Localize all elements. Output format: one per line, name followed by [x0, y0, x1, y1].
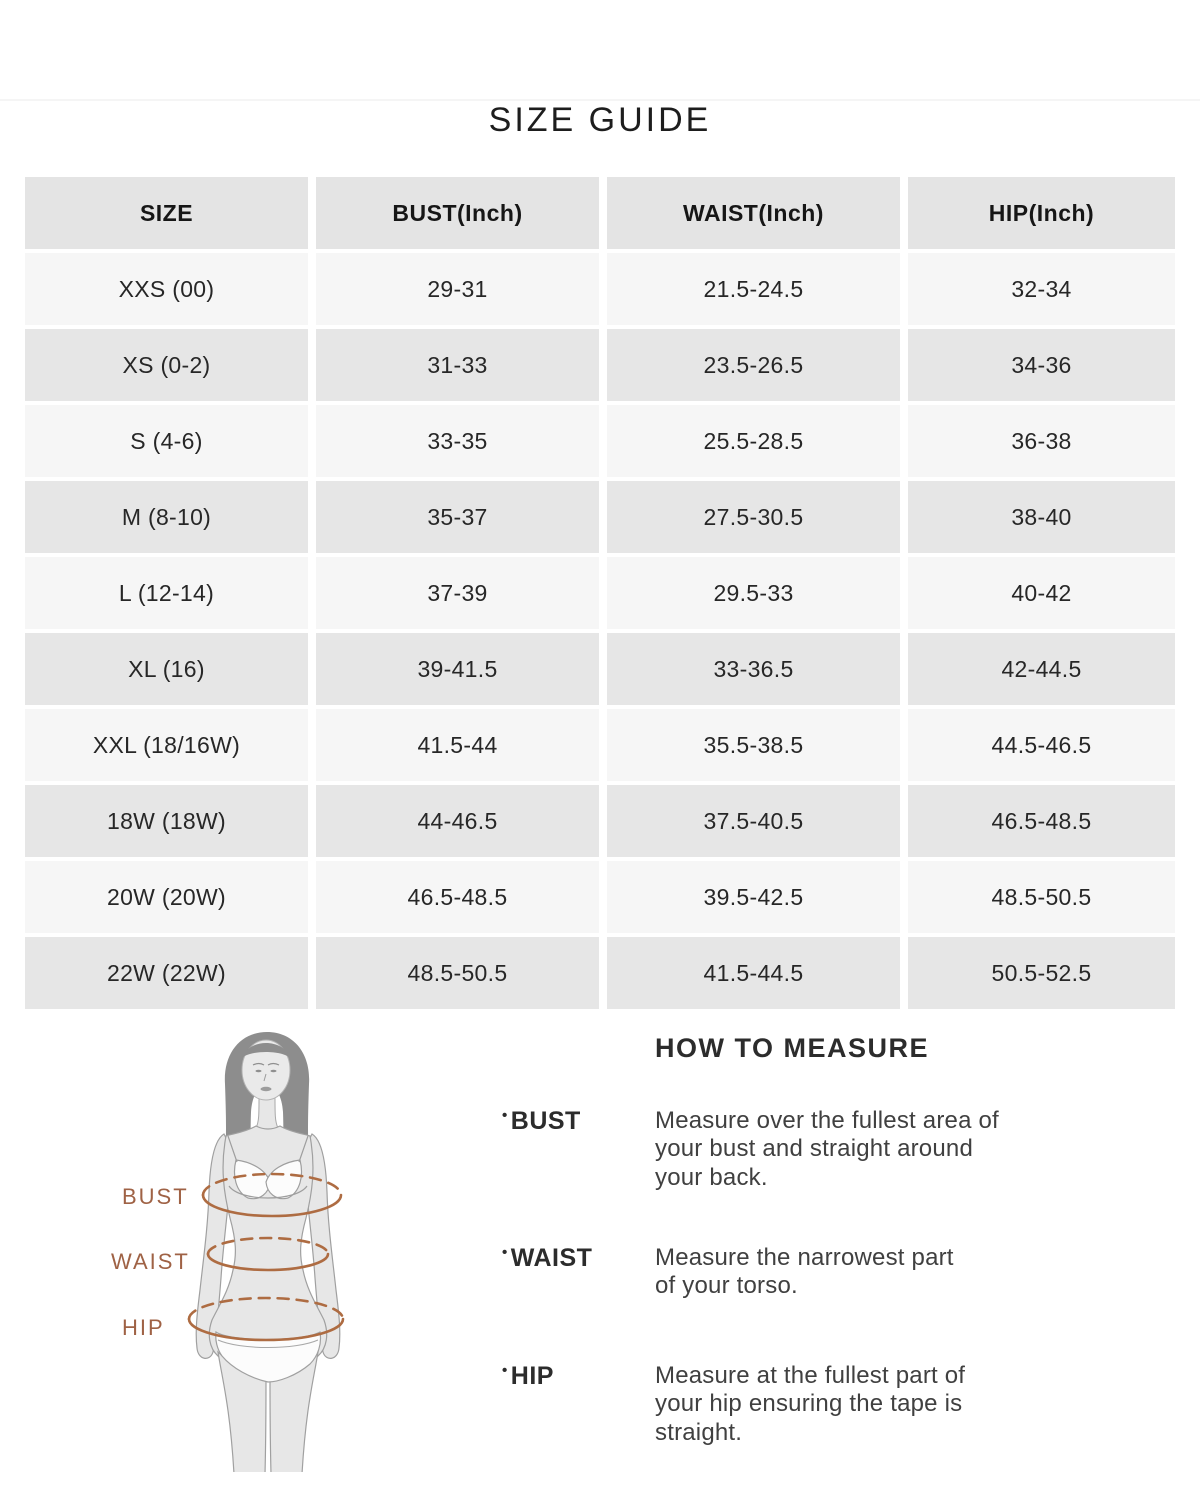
measurement-cell: 44-46.5: [316, 785, 599, 857]
measurement-cell: 37.5-40.5: [607, 785, 900, 857]
table-row: XS (0-2) 31-33 23.5-26.5 34-36: [25, 329, 1175, 401]
figure-bra-left-cup: [233, 1159, 271, 1200]
column-header-bust: BUST(Inch): [316, 177, 599, 249]
measurement-cell: 39-41.5: [316, 633, 599, 705]
figure-right-eye: [270, 1069, 277, 1073]
figure-bra-right-cup: [265, 1159, 303, 1200]
measurement-cell: 31-33: [316, 329, 599, 401]
figure-panties-waistband: [217, 1339, 319, 1348]
measurement-cell: 41.5-44: [316, 709, 599, 781]
figure-bust-label: BUST: [122, 1184, 189, 1209]
size-cell: 22W (22W): [25, 937, 308, 1009]
figure-bra-band: [228, 1185, 308, 1199]
figure-left-eye: [255, 1069, 262, 1073]
measure-label-text: HIP: [510, 1362, 554, 1390]
figure-face: [241, 1039, 291, 1101]
measurement-cell: 29-31: [316, 253, 599, 325]
figure-lips: [260, 1086, 272, 1092]
table-row: XXL (18/16W) 41.5-44 35.5-38.5 44.5-46.5: [25, 709, 1175, 781]
measurement-cell: 50.5-52.5: [908, 937, 1175, 1009]
measurement-cell: 46.5-48.5: [316, 861, 599, 933]
size-cell: L (12-14): [25, 557, 308, 629]
measure-description: Measure over the fullest area of your bu…: [655, 1107, 999, 1191]
figure-hairline: [242, 1043, 290, 1058]
figure-waist-label: WAIST: [111, 1249, 190, 1274]
table-row: L (12-14) 37-39 29.5-33 40-42: [25, 557, 1175, 629]
measurement-cell: 48.5-50.5: [908, 861, 1175, 933]
size-cell: 20W (20W): [25, 861, 308, 933]
bullet-icon: •: [502, 1244, 508, 1261]
measurement-cell: 46.5-48.5: [908, 785, 1175, 857]
size-cell: XS (0-2): [25, 329, 308, 401]
section-divider: [0, 99, 1200, 101]
measurement-cell: 39.5-42.5: [607, 861, 900, 933]
table-row: XXS (00) 29-31 21.5-24.5 32-34: [25, 253, 1175, 325]
measurement-cell: 35-37: [316, 481, 599, 553]
measurement-cell: 34-36: [908, 329, 1175, 401]
hip-measure-line: [187, 1296, 345, 1342]
measurement-cell: 33-35: [316, 405, 599, 477]
measure-description: Measure the narrowest part of your torso…: [655, 1244, 954, 1300]
measure-description: Measure at the fullest part of your hip …: [655, 1362, 966, 1446]
how-to-measure-heading: HOW TO MEASURE: [655, 1033, 930, 1063]
table-row: 22W (22W) 48.5-50.5 41.5-44.5 50.5-52.5: [25, 937, 1175, 1009]
size-table-header-row: SIZE BUST(Inch) WAIST(Inch) HIP(Inch): [25, 177, 1175, 249]
measurement-cell: 21.5-24.5: [607, 253, 900, 325]
measurement-cell: 33-36.5: [607, 633, 900, 705]
measurement-cell: 41.5-44.5: [607, 937, 900, 1009]
figure-nose: [263, 1073, 267, 1082]
page-title: SIZE GUIDE: [488, 101, 712, 139]
measurement-cell: 32-34: [908, 253, 1175, 325]
waist-measure-line: [206, 1236, 330, 1272]
size-table: SIZE BUST(Inch) WAIST(Inch) HIP(Inch) XXS (…: [17, 173, 1183, 1013]
size-table-body: XXS (00) 29-31 21.5-24.5 32-34 XS (0-2) 31-33…: [25, 253, 1175, 1009]
size-cell: XXL (18/16W): [25, 709, 308, 781]
measurement-cell: 29.5-33: [607, 557, 900, 629]
size-cell: XXS (00): [25, 253, 308, 325]
table-row: S (4-6) 33-35 25.5-28.5 36-38: [25, 405, 1175, 477]
column-header-waist: WAIST(Inch): [607, 177, 900, 249]
measurement-cell: 35.5-38.5: [607, 709, 900, 781]
measure-label: • BUST: [502, 1107, 655, 1136]
column-header-hip: HIP(Inch): [908, 177, 1175, 249]
measure-item-waist: • WAIST Measure the narrowest part of your…: [502, 1244, 965, 1301]
measurement-cell: 27.5-30.5: [607, 481, 900, 553]
measurement-cell: 42-44.5: [908, 633, 1175, 705]
bullet-icon: •: [502, 1362, 508, 1379]
measurement-cell: 44.5-46.5: [908, 709, 1175, 781]
size-cell: S (4-6): [25, 405, 308, 477]
measure-label: • WAIST: [502, 1244, 655, 1273]
measurement-cell: 36-38: [908, 405, 1175, 477]
measurement-cell: 25.5-28.5: [607, 405, 900, 477]
measure-label-text: WAIST: [510, 1244, 593, 1272]
measure-label-text: BUST: [510, 1107, 581, 1135]
figure-hip-label: HIP: [122, 1315, 165, 1340]
size-cell: 18W (18W): [25, 785, 308, 857]
bullet-icon: •: [502, 1107, 508, 1124]
bust-measure-line: [201, 1172, 343, 1218]
measure-item-bust: • BUST Measure over the fullest area of yo…: [502, 1107, 1000, 1192]
measure-item-hip: • HIP Measure at the fullest part of your …: [502, 1362, 1000, 1447]
measurement-cell: 48.5-50.5: [316, 937, 599, 1009]
measure-label: • HIP: [502, 1362, 655, 1391]
table-row: 20W (20W) 46.5-48.5 39.5-42.5 48.5-50.5: [25, 861, 1175, 933]
column-header-size: SIZE: [25, 177, 308, 249]
table-row: M (8-10) 35-37 27.5-30.5 38-40: [25, 481, 1175, 553]
measurement-cell: 38-40: [908, 481, 1175, 553]
measurement-cell: 40-42: [908, 557, 1175, 629]
figure-eyebrows: [252, 1062, 280, 1066]
measurement-cell: 23.5-26.5: [607, 329, 900, 401]
measurement-cell: 37-39: [316, 557, 599, 629]
figure-bra-straps: [227, 1135, 309, 1163]
table-row: XL (16) 39-41.5 33-36.5 42-44.5: [25, 633, 1175, 705]
table-row: 18W (18W) 44-46.5 37.5-40.5 46.5-48.5: [25, 785, 1175, 857]
size-cell: M (8-10): [25, 481, 308, 553]
measurement-figure: [187, 1032, 345, 1472]
size-cell: XL (16): [25, 633, 308, 705]
